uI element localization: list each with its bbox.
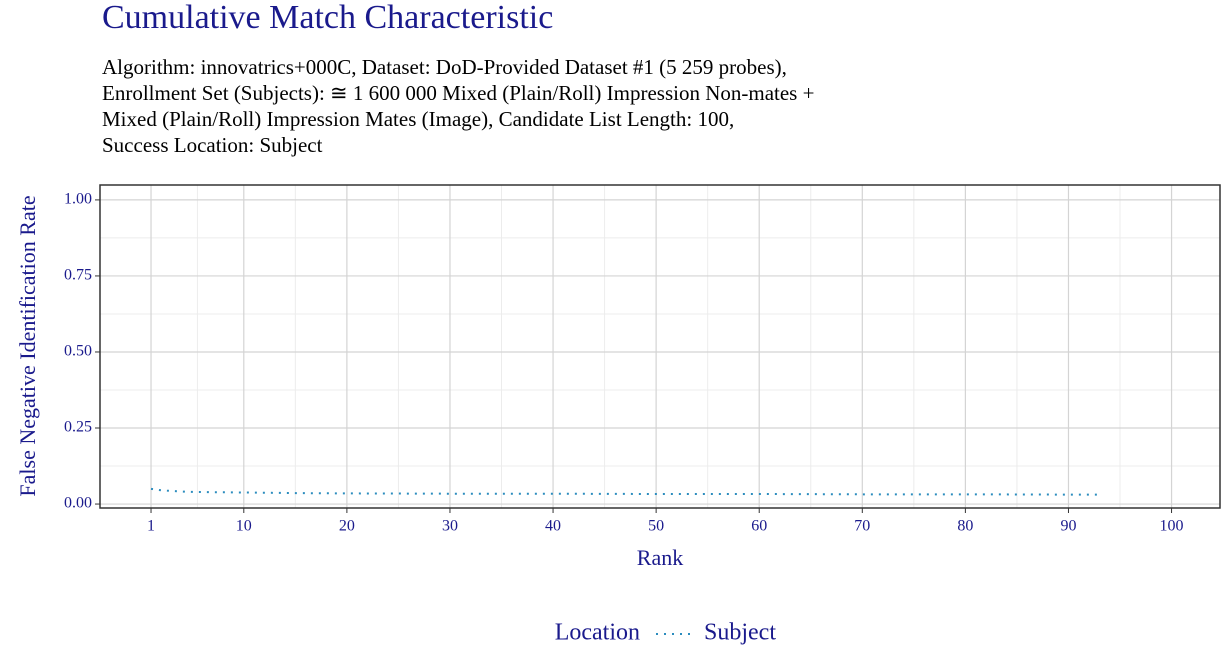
y-tick-label: 0.50 [64, 343, 92, 360]
x-tick-label: 60 [751, 518, 767, 535]
x-tick-label: 10 [236, 518, 252, 535]
chart-title: Cumulative Match Characteristic [102, 0, 553, 36]
y-tick-label: 1.00 [64, 191, 92, 208]
subtitle-line: Success Location: Subject [102, 133, 323, 157]
x-tick-label: 90 [1060, 518, 1076, 535]
y-axis-label: False Negative Identification Rate [15, 195, 40, 496]
x-tick-label: 1 [147, 518, 155, 535]
plot-border [99, 184, 1221, 509]
x-tick-label: 80 [957, 518, 973, 535]
legend-title: Location [555, 620, 640, 646]
x-tick-label: 20 [339, 518, 355, 535]
x-tick-label: 70 [854, 518, 870, 535]
x-tick-label: 100 [1160, 518, 1184, 535]
subtitle-line: Mixed (Plain/Roll) Impression Mates (Ima… [102, 107, 734, 131]
subtitle-line: Enrollment Set (Subjects): ≅ 1 600 000 M… [102, 81, 814, 105]
data-line [150, 487, 1100, 496]
y-tick-label: 0.25 [64, 419, 92, 436]
x-tick-label: 50 [648, 518, 664, 535]
y-tick-label: 0.00 [64, 495, 92, 512]
subtitle-line: Algorithm: innovatrics+000C, Dataset: Do… [102, 55, 787, 79]
x-tick-label: 30 [442, 518, 458, 535]
x-axis-label: Rank [637, 545, 683, 570]
legend-label: Subject [704, 620, 776, 646]
x-tick-label: 40 [545, 518, 561, 535]
y-tick-label: 0.75 [64, 267, 92, 284]
